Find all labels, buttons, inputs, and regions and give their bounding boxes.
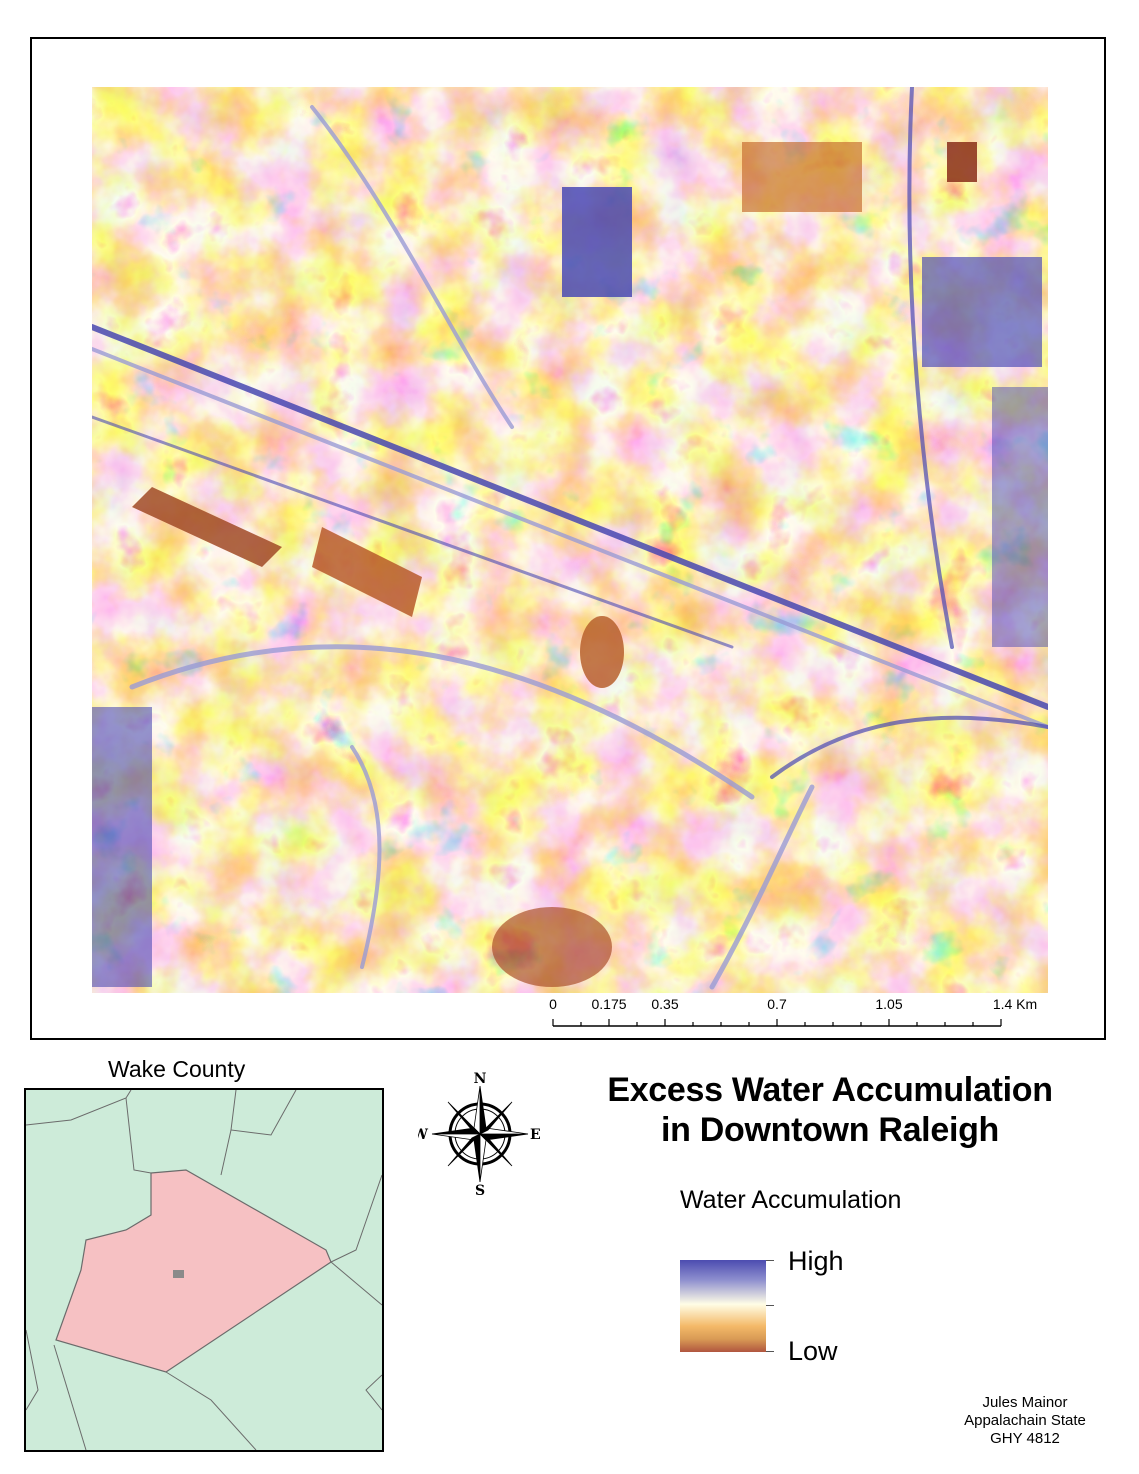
scale-tick-label: 0.35 bbox=[651, 996, 679, 1012]
north-arrow: N S E W bbox=[411, 1071, 542, 1199]
legend-title: Water Accumulation bbox=[680, 1186, 902, 1214]
compass-n: N bbox=[474, 1072, 487, 1087]
scale-tick-label: 0 bbox=[549, 996, 557, 1012]
scale-bar-graphic bbox=[552, 1019, 1002, 1027]
map-frame bbox=[30, 37, 1106, 1040]
compass-e: E bbox=[530, 1127, 541, 1143]
scale-tick-label: 0.7 bbox=[767, 996, 787, 1012]
legend-color-ramp bbox=[680, 1260, 766, 1352]
map-title-line2: in Downtown Raleigh bbox=[660, 1111, 1000, 1149]
legend-low-label: Low bbox=[788, 1336, 838, 1366]
map-title-line1: Excess Water Accumulation bbox=[607, 1071, 1053, 1109]
study-area-marker bbox=[173, 1270, 184, 1278]
scale-bar: 0 0.175 0.35 0.7 1.05 1.4 Km bbox=[540, 996, 1060, 1036]
author-name: Jules Mainor bbox=[982, 1394, 1068, 1411]
legend-tick bbox=[766, 1305, 774, 1306]
scale-tick-label: 1.4 Km bbox=[992, 996, 1038, 1012]
author-institution: Appalachain State bbox=[964, 1412, 1086, 1429]
legend-tick bbox=[766, 1260, 774, 1261]
compass-s: S bbox=[475, 1183, 485, 1196]
map-title: Excess Water Accumulation in Downtown Ra… bbox=[560, 1070, 1100, 1150]
compass-w: W bbox=[418, 1127, 428, 1143]
author-block: Jules Mainor Appalachain State GHY 4812 bbox=[950, 1394, 1100, 1448]
legend-high-label: High bbox=[788, 1246, 844, 1276]
wake-county-inset-map bbox=[24, 1088, 384, 1452]
author-course: GHY 4812 bbox=[990, 1430, 1060, 1447]
legend-tick bbox=[766, 1351, 774, 1352]
water-accumulation-raster bbox=[92, 87, 1048, 993]
county-boundaries bbox=[26, 1090, 382, 1450]
scale-tick-label: 1.05 bbox=[875, 996, 903, 1012]
scale-tick-label: 0.175 bbox=[591, 996, 627, 1012]
inset-map-title: Wake County bbox=[108, 1056, 246, 1082]
